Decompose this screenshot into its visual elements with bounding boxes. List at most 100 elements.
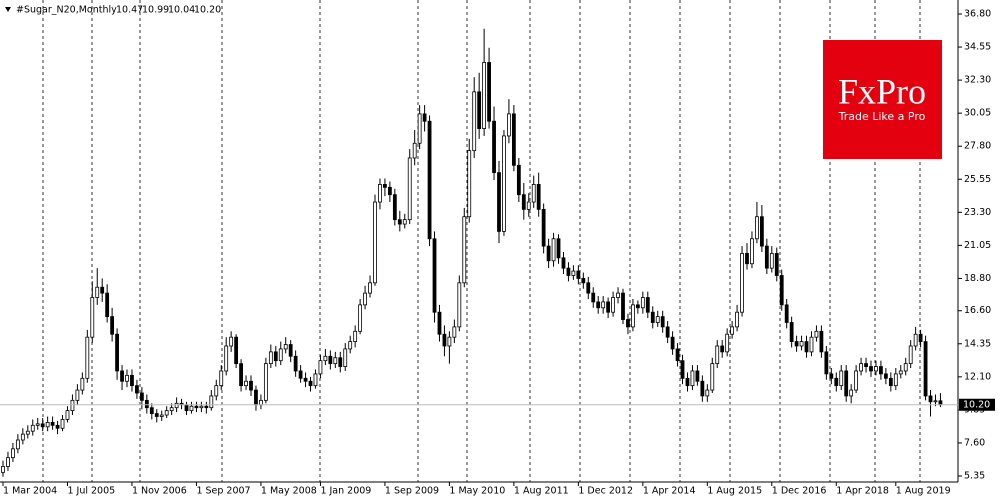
candle-body [502, 135, 506, 232]
candle-body [115, 333, 119, 372]
candle-body [373, 201, 377, 284]
x-tick-label: 1 Sep 2009 [385, 486, 439, 497]
candle-body [263, 363, 268, 401]
x-tick-label: 1 Jul 2005 [67, 486, 115, 497]
x-tick-label: 1 Mar 2004 [3, 486, 57, 497]
header-open: 10.47 [116, 5, 143, 16]
candle-body [844, 370, 849, 397]
candle-body [164, 410, 169, 416]
candle-body [660, 316, 665, 328]
y-tick-label: 25.55 [964, 174, 991, 185]
candle-body [829, 373, 834, 379]
candle-body [432, 238, 437, 313]
candle-body [839, 370, 844, 387]
candle-body [194, 405, 199, 409]
x-tick-label: 1 Apr 2018 [836, 486, 889, 497]
candle-body [75, 389, 80, 401]
candle-body [457, 282, 462, 328]
candle-body [809, 336, 814, 353]
collapse-icon[interactable] [5, 7, 11, 12]
candle-body [402, 219, 407, 225]
plot [1, 28, 943, 477]
y-tick-label: 21.05 [964, 240, 991, 251]
logo-brand: FxPro [838, 71, 926, 111]
candle-body [710, 363, 715, 391]
candle-body [447, 336, 452, 347]
candle-body [40, 423, 45, 428]
candle-body [417, 113, 422, 144]
candle-body [45, 421, 50, 428]
candle-body [437, 311, 442, 335]
candle-body [740, 253, 744, 313]
candle-body [705, 389, 710, 397]
x-tick-label: 1 Aug 2019 [896, 486, 951, 497]
candle-body [933, 400, 938, 403]
candle-body [333, 357, 338, 365]
candle-body [25, 430, 30, 435]
y-tick-label: 14.35 [964, 338, 991, 349]
candle-body [507, 113, 511, 137]
candle-body [387, 186, 392, 196]
candle-body [675, 348, 680, 362]
candle-body [849, 389, 854, 397]
x-tick-label: 1 Aug 2011 [514, 486, 569, 497]
last-price-box [959, 398, 995, 411]
candle-body [611, 297, 615, 313]
candle-body [764, 245, 769, 269]
candle-body [139, 392, 144, 401]
candle-body [100, 286, 105, 294]
candle-body [814, 330, 819, 338]
candle-body [819, 330, 824, 353]
candle-body [859, 363, 863, 372]
candle-body [923, 341, 928, 397]
candle-body [159, 414, 164, 417]
candle-body [328, 355, 333, 365]
candle-body [606, 301, 611, 313]
candle-body [323, 355, 328, 362]
candle-body [908, 345, 913, 365]
candle-body [571, 270, 576, 276]
candle-body [759, 216, 764, 247]
candle-body [467, 150, 472, 218]
candle-body [581, 278, 586, 284]
candle-body [750, 238, 754, 265]
candle-body [65, 410, 70, 420]
candle-body [229, 336, 234, 347]
candle-body [239, 363, 243, 387]
y-tick-label: 12.10 [964, 371, 991, 382]
candle-body [492, 120, 496, 174]
candle-body [244, 380, 248, 387]
candle-body [273, 351, 278, 362]
header-low: 10.04 [168, 5, 195, 16]
candle-body [125, 374, 129, 382]
candle-body [784, 304, 789, 323]
y-tick-label: 32.30 [964, 75, 991, 86]
candle-body [735, 311, 739, 328]
header-high: 10.99 [142, 5, 169, 16]
x-tick-label: 1 Dec 2012 [578, 486, 633, 497]
candle-body [259, 399, 263, 406]
candle-body [477, 91, 482, 129]
candle-body [85, 336, 90, 379]
candle-body [621, 292, 625, 320]
logo-tagline: Trade Like a Pro [838, 110, 926, 123]
candle-body [690, 370, 695, 387]
candle-body [834, 377, 839, 387]
candle-body [268, 351, 273, 365]
candle-body [130, 374, 134, 387]
candle-body [383, 184, 387, 188]
candle-body [794, 341, 799, 347]
candle-body [586, 282, 591, 294]
candle-body [938, 400, 943, 406]
candle-body [407, 157, 412, 221]
candle-body [769, 253, 774, 269]
candle-body [278, 348, 283, 362]
candle-body [497, 172, 501, 232]
candle-body [888, 377, 893, 387]
candle-body [779, 275, 784, 306]
y-tick-label: 34.55 [964, 42, 991, 53]
candle-body [392, 194, 397, 221]
candle-body [755, 216, 759, 240]
candle-body [442, 333, 447, 347]
candle-body [298, 370, 303, 379]
